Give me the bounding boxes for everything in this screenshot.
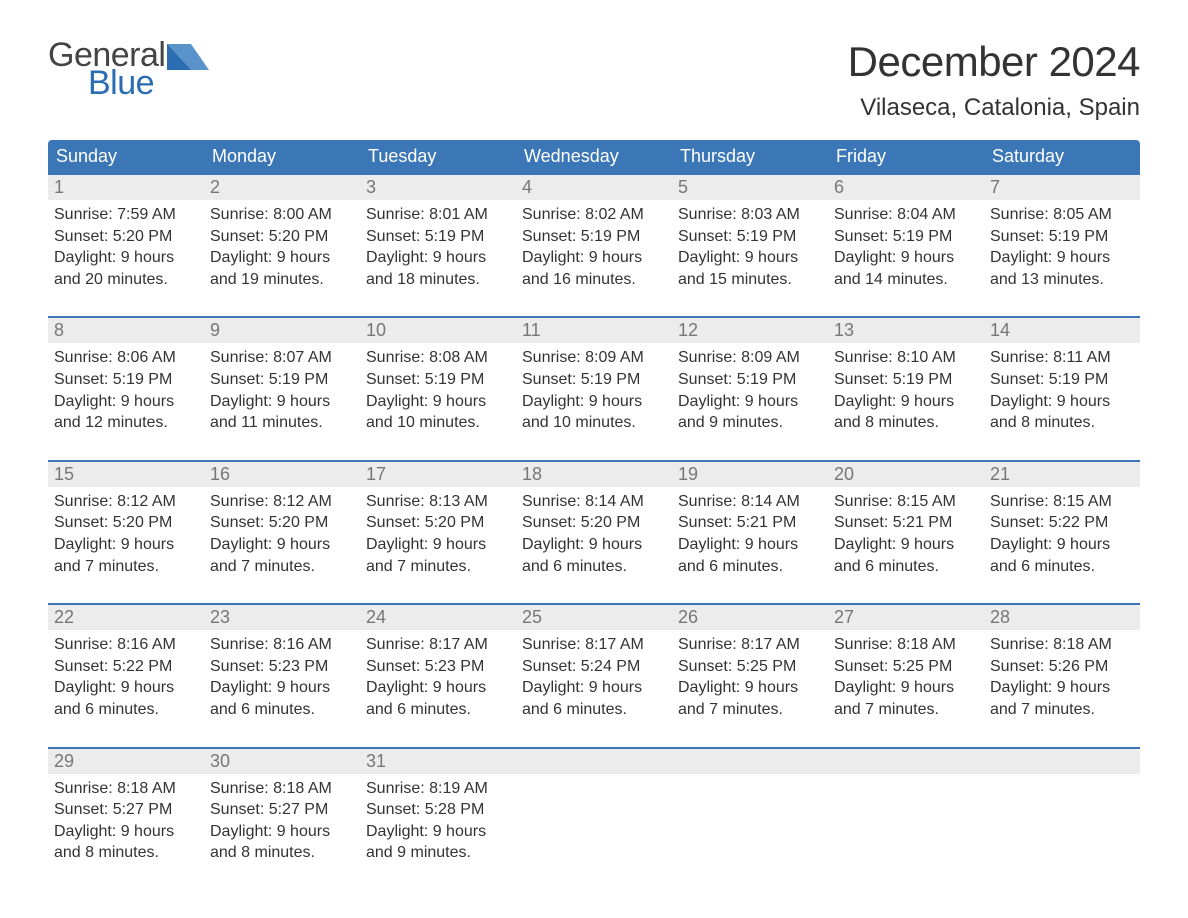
day-number: 7	[984, 174, 1140, 200]
daydata-row: Sunrise: 8:12 AMSunset: 5:20 PMDaylight:…	[48, 487, 1140, 604]
day-header: Sunday	[48, 140, 204, 174]
day-data	[984, 774, 1140, 890]
flag-icon	[167, 44, 209, 70]
day-data: Sunrise: 8:05 AMSunset: 5:19 PMDaylight:…	[984, 200, 1140, 317]
day-data: Sunrise: 8:09 AMSunset: 5:19 PMDaylight:…	[516, 343, 672, 460]
day-header: Tuesday	[360, 140, 516, 174]
day-number: 31	[360, 748, 516, 774]
day-data: Sunrise: 8:17 AMSunset: 5:24 PMDaylight:…	[516, 630, 672, 747]
day-number: 18	[516, 461, 672, 487]
day-data: Sunrise: 8:10 AMSunset: 5:19 PMDaylight:…	[828, 343, 984, 460]
day-number: 22	[48, 604, 204, 630]
logo-text: General Blue	[48, 38, 165, 100]
day-data: Sunrise: 8:19 AMSunset: 5:28 PMDaylight:…	[360, 774, 516, 890]
day-data: Sunrise: 8:17 AMSunset: 5:23 PMDaylight:…	[360, 630, 516, 747]
day-data: Sunrise: 8:18 AMSunset: 5:25 PMDaylight:…	[828, 630, 984, 747]
day-data: Sunrise: 8:11 AMSunset: 5:19 PMDaylight:…	[984, 343, 1140, 460]
day-data: Sunrise: 8:07 AMSunset: 5:19 PMDaylight:…	[204, 343, 360, 460]
day-number: 28	[984, 604, 1140, 630]
day-number: 25	[516, 604, 672, 630]
day-header: Wednesday	[516, 140, 672, 174]
daynum-row: 15161718192021	[48, 461, 1140, 487]
daynum-row: 891011121314	[48, 317, 1140, 343]
day-data: Sunrise: 8:17 AMSunset: 5:25 PMDaylight:…	[672, 630, 828, 747]
day-data: Sunrise: 8:15 AMSunset: 5:22 PMDaylight:…	[984, 487, 1140, 604]
day-number	[516, 748, 672, 774]
day-number	[828, 748, 984, 774]
day-data: Sunrise: 8:09 AMSunset: 5:19 PMDaylight:…	[672, 343, 828, 460]
day-number: 4	[516, 174, 672, 200]
day-data: Sunrise: 8:18 AMSunset: 5:27 PMDaylight:…	[48, 774, 204, 890]
day-number: 29	[48, 748, 204, 774]
location: Vilaseca, Catalonia, Spain	[848, 94, 1140, 122]
day-data: Sunrise: 8:14 AMSunset: 5:21 PMDaylight:…	[672, 487, 828, 604]
page-header: General Blue December 2024 Vilaseca, Cat…	[48, 38, 1140, 122]
day-number: 21	[984, 461, 1140, 487]
day-data: Sunrise: 8:16 AMSunset: 5:22 PMDaylight:…	[48, 630, 204, 747]
day-header: Saturday	[984, 140, 1140, 174]
day-number: 2	[204, 174, 360, 200]
daynum-row: 1234567	[48, 174, 1140, 200]
daydata-row: Sunrise: 8:16 AMSunset: 5:22 PMDaylight:…	[48, 630, 1140, 747]
calendar-table: SundayMondayTuesdayWednesdayThursdayFrid…	[48, 140, 1140, 890]
day-number: 6	[828, 174, 984, 200]
day-number: 9	[204, 317, 360, 343]
logo-line2: Blue	[88, 66, 165, 100]
day-number: 23	[204, 604, 360, 630]
logo: General Blue	[48, 38, 209, 100]
daynum-row: 293031	[48, 748, 1140, 774]
day-number: 20	[828, 461, 984, 487]
day-data	[672, 774, 828, 890]
day-number: 1	[48, 174, 204, 200]
day-number: 19	[672, 461, 828, 487]
month-title: December 2024	[848, 38, 1140, 86]
calendar-body: 1234567Sunrise: 7:59 AMSunset: 5:20 PMDa…	[48, 174, 1140, 890]
day-data	[516, 774, 672, 890]
day-data: Sunrise: 8:16 AMSunset: 5:23 PMDaylight:…	[204, 630, 360, 747]
day-header-row: SundayMondayTuesdayWednesdayThursdayFrid…	[48, 140, 1140, 174]
day-number: 8	[48, 317, 204, 343]
day-number: 16	[204, 461, 360, 487]
daydata-row: Sunrise: 8:06 AMSunset: 5:19 PMDaylight:…	[48, 343, 1140, 460]
day-data: Sunrise: 8:14 AMSunset: 5:20 PMDaylight:…	[516, 487, 672, 604]
day-number	[672, 748, 828, 774]
day-number: 12	[672, 317, 828, 343]
day-data: Sunrise: 8:13 AMSunset: 5:20 PMDaylight:…	[360, 487, 516, 604]
day-data: Sunrise: 7:59 AMSunset: 5:20 PMDaylight:…	[48, 200, 204, 317]
day-data: Sunrise: 8:12 AMSunset: 5:20 PMDaylight:…	[48, 487, 204, 604]
day-number: 11	[516, 317, 672, 343]
day-number: 15	[48, 461, 204, 487]
day-number	[984, 748, 1140, 774]
day-data: Sunrise: 8:08 AMSunset: 5:19 PMDaylight:…	[360, 343, 516, 460]
daydata-row: Sunrise: 8:18 AMSunset: 5:27 PMDaylight:…	[48, 774, 1140, 890]
day-header: Monday	[204, 140, 360, 174]
day-data: Sunrise: 8:15 AMSunset: 5:21 PMDaylight:…	[828, 487, 984, 604]
day-number: 3	[360, 174, 516, 200]
day-data: Sunrise: 8:02 AMSunset: 5:19 PMDaylight:…	[516, 200, 672, 317]
day-data: Sunrise: 8:06 AMSunset: 5:19 PMDaylight:…	[48, 343, 204, 460]
day-header: Friday	[828, 140, 984, 174]
day-data: Sunrise: 8:04 AMSunset: 5:19 PMDaylight:…	[828, 200, 984, 317]
daydata-row: Sunrise: 7:59 AMSunset: 5:20 PMDaylight:…	[48, 200, 1140, 317]
day-data: Sunrise: 8:01 AMSunset: 5:19 PMDaylight:…	[360, 200, 516, 317]
day-number: 30	[204, 748, 360, 774]
day-data	[828, 774, 984, 890]
day-number: 10	[360, 317, 516, 343]
day-number: 27	[828, 604, 984, 630]
day-number: 24	[360, 604, 516, 630]
day-number: 14	[984, 317, 1140, 343]
day-data: Sunrise: 8:18 AMSunset: 5:26 PMDaylight:…	[984, 630, 1140, 747]
daynum-row: 22232425262728	[48, 604, 1140, 630]
day-number: 26	[672, 604, 828, 630]
day-data: Sunrise: 8:12 AMSunset: 5:20 PMDaylight:…	[204, 487, 360, 604]
day-data: Sunrise: 8:00 AMSunset: 5:20 PMDaylight:…	[204, 200, 360, 317]
title-block: December 2024 Vilaseca, Catalonia, Spain	[848, 38, 1140, 122]
day-number: 13	[828, 317, 984, 343]
day-number: 17	[360, 461, 516, 487]
day-number: 5	[672, 174, 828, 200]
day-data: Sunrise: 8:18 AMSunset: 5:27 PMDaylight:…	[204, 774, 360, 890]
day-header: Thursday	[672, 140, 828, 174]
day-data: Sunrise: 8:03 AMSunset: 5:19 PMDaylight:…	[672, 200, 828, 317]
